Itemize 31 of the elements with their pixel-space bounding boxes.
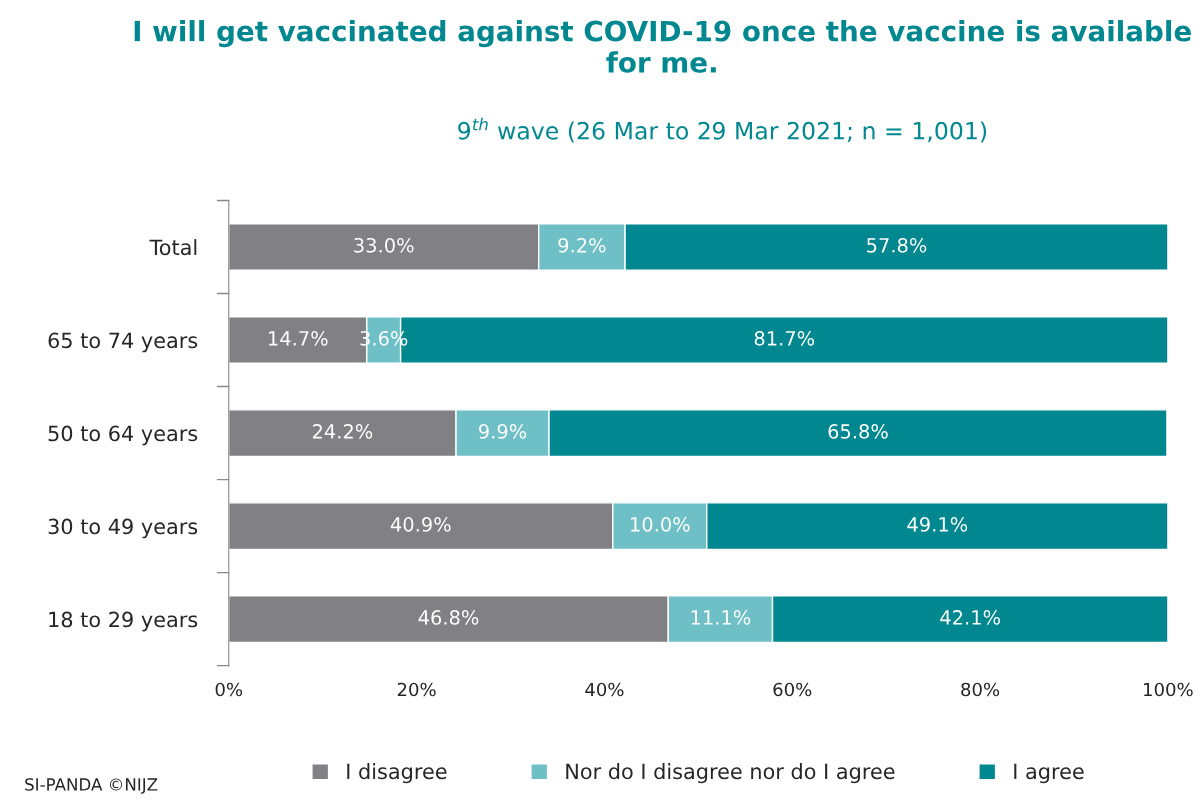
data-label: 11.1% bbox=[691, 610, 751, 625]
x-tick-label: 80% bbox=[961, 682, 1000, 697]
y-tick-label: 30 to 49 years bbox=[48, 518, 198, 539]
x-tick-label: 60% bbox=[773, 682, 812, 697]
x-tick-label: 20% bbox=[397, 682, 436, 697]
data-label: 24.2% bbox=[312, 424, 373, 439]
text: SI-PANDA ©NIJZ bbox=[25, 778, 158, 794]
x-tick-label: 100% bbox=[1144, 682, 1193, 697]
data-label: 9.2% bbox=[558, 237, 606, 253]
legend-label: I agree bbox=[1014, 763, 1084, 784]
y-tick-label: Total bbox=[149, 239, 197, 256]
y-tick-label: 50 to 64 years bbox=[48, 425, 198, 446]
chart-title: I will get vaccinated against COVID-19 once the vaccine is available for me. bbox=[134, 20, 1191, 73]
data-label: 49.1% bbox=[907, 517, 968, 532]
data-label: 9.9% bbox=[479, 424, 527, 439]
data-label: 81.7% bbox=[754, 330, 815, 346]
x-tick-label: 40% bbox=[585, 682, 624, 697]
y-tick-label: 65 to 74 years bbox=[48, 332, 198, 353]
data-label: 57.8% bbox=[867, 237, 927, 253]
data-label: 65.8% bbox=[828, 424, 888, 439]
x-tick-label: 0% bbox=[215, 682, 243, 697]
data-label: 42.1% bbox=[940, 610, 1001, 625]
y-tick-label: 18 to 29 years bbox=[49, 611, 198, 632]
data-label: 10.0% bbox=[631, 517, 690, 532]
data-label: 33.0% bbox=[354, 237, 414, 253]
data-label: 46.8% bbox=[418, 610, 479, 625]
chart-subtitle: 9$^{th}$ wave (26 Mar to 29 Mar 2021; n = 1,001) bbox=[458, 117, 987, 143]
legend-label: I disagree bbox=[347, 763, 447, 784]
data-label: 40.9% bbox=[390, 517, 451, 532]
data-label: 14.7% bbox=[269, 330, 328, 346]
legend-label: Nor do I disagree nor do I agree bbox=[566, 763, 895, 784]
